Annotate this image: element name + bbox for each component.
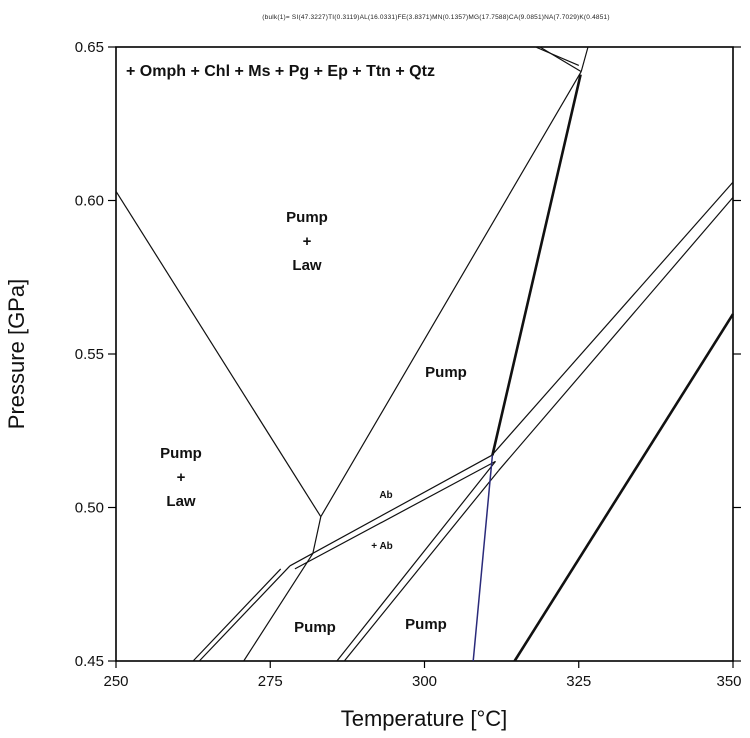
- bulk-composition-label: (bulk(1)= SI(47.3227)TI(0.3119)AL(16.033…: [262, 14, 609, 21]
- y-tick-label-0.65: 0.65: [75, 39, 104, 56]
- y-tick-label-0.55: 0.55: [75, 346, 104, 363]
- reaction-line-7: [192, 568, 282, 662]
- reaction-line-17: [580, 46, 589, 72]
- field-label-pump-law-left-3: Law: [166, 493, 196, 510]
- x-tick-label-300: 300: [412, 673, 437, 690]
- reaction-line-15: [535, 46, 580, 66]
- y-tick-label-0.45: 0.45: [75, 653, 104, 670]
- y-tick-label-0.50: 0.50: [75, 500, 104, 517]
- reaction-line-6: [294, 460, 496, 570]
- reaction-line-10: [343, 470, 499, 662]
- reaction-lines: [115, 46, 735, 662]
- reaction-line-3: [312, 516, 322, 554]
- y-axis: 0.45 0.50 0.55 0.60 0.65: [75, 39, 741, 670]
- field-label-pump-law-left-1: Pump: [160, 445, 202, 462]
- reaction-line-18: [513, 313, 735, 662]
- field-label-pump-law-upper-2: +: [303, 233, 312, 250]
- reaction-line-12: [498, 197, 734, 472]
- field-label-pump-law-left-2: +: [177, 469, 186, 486]
- reaction-line-4: [243, 553, 314, 662]
- field-label-pump-law-upper-1: Pump: [286, 209, 328, 226]
- y-axis-title: Pressure [GPa]: [4, 279, 29, 429]
- x-tick-label-250: 250: [103, 673, 128, 690]
- field-label-ab: Ab: [379, 490, 392, 501]
- reaction-line-5: [289, 454, 493, 567]
- x-axis: 250 275 300 325 350: [103, 661, 742, 690]
- field-label-pump-right: Pump: [425, 364, 467, 381]
- field-label-plus-ab: + Ab: [371, 541, 393, 552]
- reaction-line-1: [115, 190, 322, 518]
- reaction-line-8: [198, 565, 291, 662]
- reaction-line-13: [491, 74, 582, 456]
- field-label-pump-bottom-mid: Pump: [405, 616, 447, 633]
- reaction-line-9: [336, 461, 496, 662]
- reaction-line-11: [491, 181, 734, 456]
- x-tick-label-275: 275: [258, 673, 283, 690]
- y-tick-label-0.60: 0.60: [75, 193, 104, 210]
- assemblage-label: + Omph + Chl + Ms + Pg + Ep + Ttn + Qtz: [126, 63, 435, 80]
- reaction-line-2: [320, 71, 582, 518]
- x-tick-label-350: 350: [716, 673, 741, 690]
- field-label-pump-law-upper-3: Law: [292, 257, 322, 274]
- plot-frame: [115, 46, 734, 662]
- reaction-line-16: [539, 46, 582, 73]
- x-tick-label-325: 325: [566, 673, 591, 690]
- x-axis-title: Temperature [°C]: [341, 706, 508, 731]
- reaction-line-14: [472, 455, 494, 662]
- field-label-pump-bottom-left: Pump: [294, 619, 336, 636]
